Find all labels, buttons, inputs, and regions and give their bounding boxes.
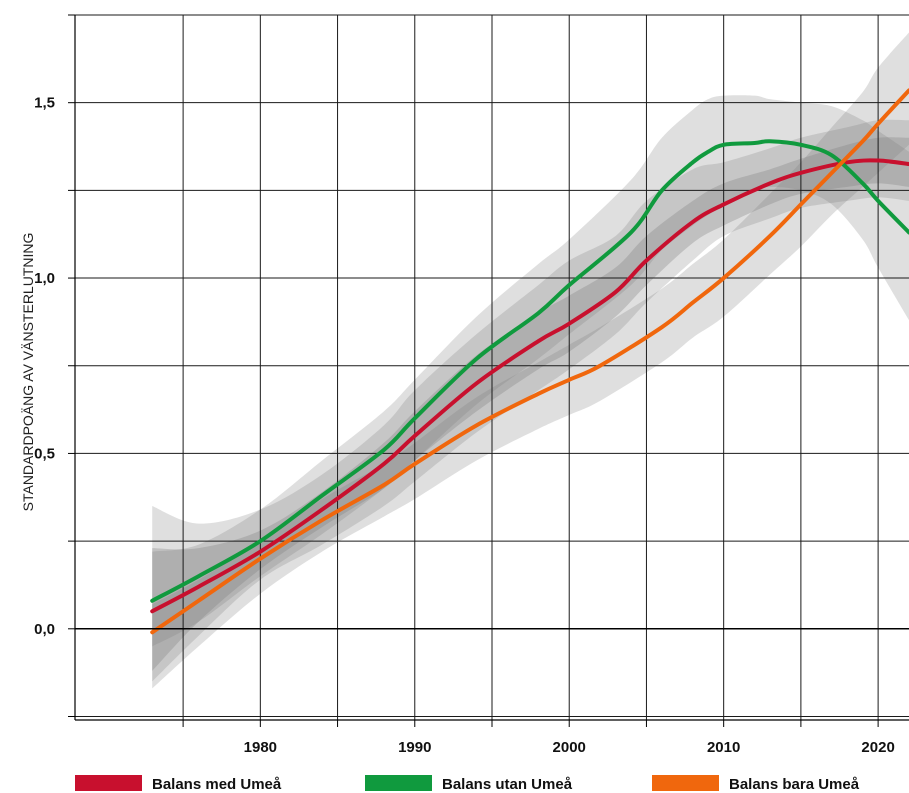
x-tick-label: 2020: [861, 739, 894, 756]
confidence-bands: [152, 32, 909, 689]
y-axis-title: STANDARDPOÄNG AV VÄNSTERLUTNING: [20, 233, 36, 512]
legend-swatch-3: [652, 775, 719, 791]
legend-label-1: Balans med Umeå: [152, 776, 282, 793]
y-tick-label: 1,0: [34, 270, 55, 287]
series-line-2: [150, 139, 909, 603]
x-tick-label: 1990: [398, 739, 431, 756]
legend-label-2: Balans utan Umeå: [442, 776, 573, 793]
grid-lines: [75, 14, 909, 720]
axes: [68, 14, 909, 727]
confidence-band-1: [152, 119, 909, 682]
legend: Balans med Umeå Balans utan Umeå Balans ba…: [75, 775, 860, 793]
legend-swatch-1: [75, 775, 142, 791]
y-tick-label: 0,5: [34, 445, 55, 462]
series-line-1: [150, 158, 909, 614]
y-tick-label: 0,0: [34, 621, 55, 638]
y-tick-label: 1,5: [34, 95, 55, 112]
series-lines: [150, 88, 909, 635]
legend-label-3: Balans bara Umeå: [729, 776, 860, 793]
x-tick-label: 2000: [553, 739, 586, 756]
tick-labels: 1980 1990 2000 2010 2020 0,0 0,5 1,0 1,5: [34, 95, 895, 756]
x-tick-label: 2010: [707, 739, 740, 756]
series-line-3: [150, 88, 909, 635]
x-tick-label: 1980: [244, 739, 277, 756]
legend-swatch-2: [365, 775, 432, 791]
confidence-band-3: [152, 32, 909, 689]
